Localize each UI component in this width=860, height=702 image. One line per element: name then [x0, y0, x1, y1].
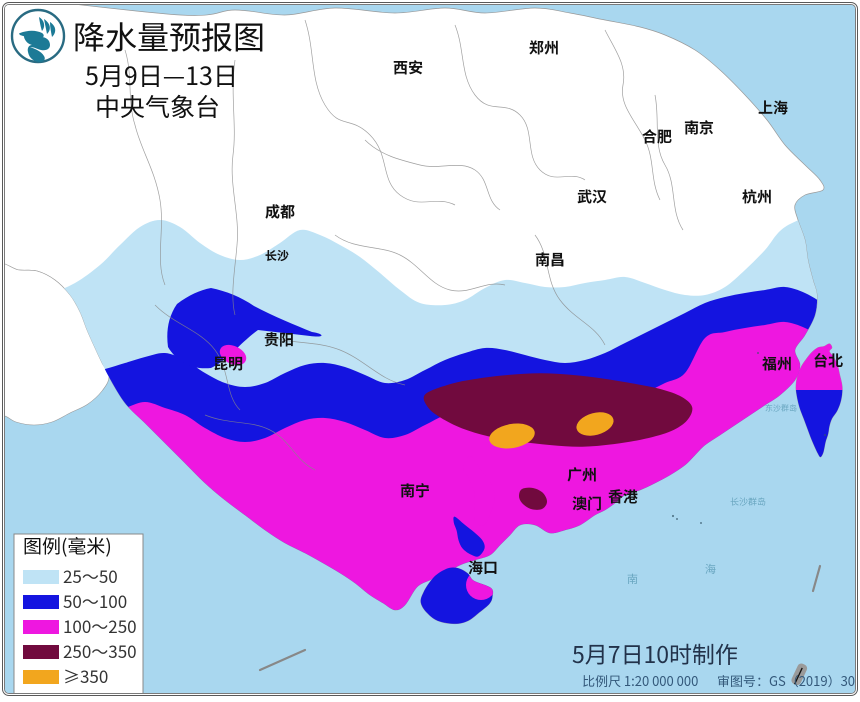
svg-text:南昌: 南昌 — [535, 249, 565, 270]
svg-text:福州: 福州 — [762, 353, 792, 374]
svg-text:南宁: 南宁 — [400, 480, 430, 501]
svg-text:比例尺 1:20 000 000: 比例尺 1:20 000 000 — [582, 671, 698, 690]
svg-text:25～50: 25～50 — [63, 563, 118, 588]
svg-text:≥350: ≥350 — [63, 663, 108, 688]
svg-text:东沙群岛: 东沙群岛 — [765, 403, 797, 414]
svg-text:海: 海 — [705, 561, 716, 577]
svg-text:100～250: 100～250 — [63, 613, 137, 638]
svg-text:贵阳: 贵阳 — [264, 329, 294, 350]
svg-text:长沙: 长沙 — [265, 247, 289, 264]
svg-text:广州: 广州 — [567, 464, 597, 485]
svg-text:杭州: 杭州 — [742, 186, 772, 207]
svg-text:海口: 海口 — [468, 557, 498, 578]
svg-text:武汉: 武汉 — [577, 186, 607, 207]
svg-text:南京: 南京 — [684, 117, 714, 138]
svg-text:5月7日10时制作: 5月7日10时制作 — [572, 636, 738, 670]
svg-text:台北: 台北 — [813, 350, 843, 371]
svg-text:50～100: 50～100 — [63, 588, 127, 613]
svg-text:上海: 上海 — [758, 97, 788, 118]
svg-text:昆明: 昆明 — [213, 353, 243, 374]
svg-text:降水量预报图: 降水量预报图 — [73, 13, 265, 59]
svg-text:成都: 成都 — [265, 201, 295, 222]
svg-text:澳门: 澳门 — [572, 493, 602, 514]
svg-text:西安: 西安 — [393, 57, 423, 78]
svg-text:中央气象台: 中央气象台 — [95, 88, 220, 124]
svg-text:审图号：GS（2019）3082号: 审图号：GS（2019）3082号 — [717, 671, 856, 690]
svg-text:合肥: 合肥 — [642, 126, 672, 147]
svg-text:香港: 香港 — [608, 486, 638, 507]
svg-text:图例(毫米): 图例(毫米) — [23, 532, 112, 559]
svg-text:南: 南 — [627, 571, 638, 587]
svg-text:长沙群岛: 长沙群岛 — [730, 495, 766, 508]
svg-text:郑州: 郑州 — [529, 37, 559, 58]
svg-text:250～350: 250～350 — [63, 638, 137, 663]
